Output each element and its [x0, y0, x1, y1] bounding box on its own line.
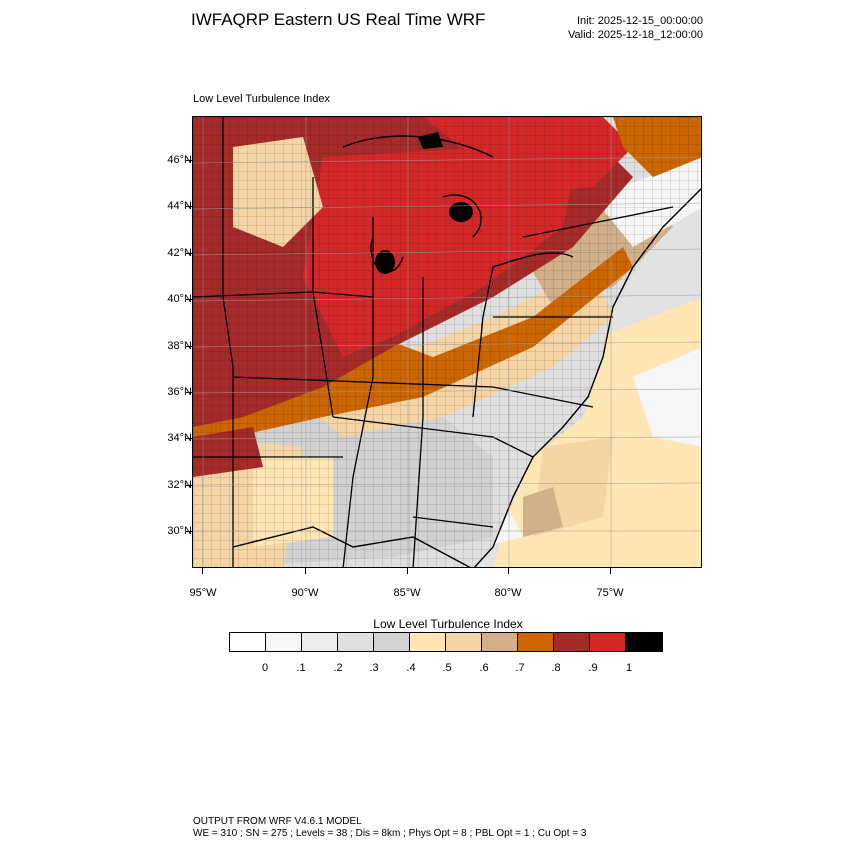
- colorbar-box: [446, 633, 482, 651]
- lat-tick: [186, 346, 192, 347]
- map-svg: [193, 117, 701, 567]
- colorbar-label: .4: [406, 662, 416, 674]
- colorbar-label: .9: [588, 662, 598, 674]
- lon-label: 90°W: [291, 587, 319, 599]
- lon-tick: [610, 568, 611, 574]
- colorbar-box: [482, 633, 518, 651]
- lon-label: 80°W: [494, 587, 522, 599]
- colorbar-label: .6: [479, 662, 489, 674]
- lat-tick: [186, 392, 192, 393]
- lat-label: 30°N: [167, 525, 192, 537]
- lat-tick: [186, 299, 192, 300]
- colorbar-box: [554, 633, 590, 651]
- model-info-line2: WE = 310 ; SN = 275 ; Levels = 38 ; Dis …: [193, 828, 587, 839]
- colorbar: [229, 632, 663, 652]
- colorbar-label: .1: [296, 662, 306, 674]
- colorbar-box: [410, 633, 446, 651]
- colorbar-box: [626, 633, 662, 651]
- colorbar-box: [338, 633, 374, 651]
- colorbar-label: .2: [333, 662, 343, 674]
- lon-label: 75°W: [596, 587, 624, 599]
- lat-label: 42°N: [167, 247, 192, 259]
- lat-tick: [186, 160, 192, 161]
- lon-label: 85°W: [393, 587, 421, 599]
- lon-tick: [508, 568, 509, 574]
- lat-label: 44°N: [167, 200, 192, 212]
- init-time: Init: 2025-12-15_00:00:00: [577, 15, 703, 27]
- model-info: OUTPUT FROM WRF V4.6.1 MODEL WE = 310 ; …: [193, 816, 586, 840]
- colorbar-label: .7: [515, 662, 525, 674]
- colorbar-label: .8: [551, 662, 561, 674]
- colorbar-title: Low Level Turbulence Index: [373, 617, 523, 631]
- colorbar-box: [374, 633, 410, 651]
- lat-label: 32°N: [167, 479, 192, 491]
- model-info-line1: OUTPUT FROM WRF V4.6.1 MODEL: [193, 816, 362, 827]
- colorbar-box: [518, 633, 554, 651]
- county-boundaries: [193, 117, 701, 567]
- turbulence-map: [192, 116, 702, 568]
- lon-label: 95°W: [189, 587, 217, 599]
- plot-title: IWFAQRP Eastern US Real Time WRF: [191, 10, 486, 29]
- colorbar-box: [302, 633, 338, 651]
- colorbar-box: [230, 633, 266, 651]
- lat-tick: [186, 253, 192, 254]
- lon-tick: [407, 568, 408, 574]
- graticule: [193, 117, 701, 567]
- lat-tick: [186, 531, 192, 532]
- lon-tick: [305, 568, 306, 574]
- colorbar-box: [590, 633, 626, 651]
- colorbar-label: 1: [625, 662, 633, 674]
- colorbar-label: .5: [442, 662, 452, 674]
- colorbar-label: 0: [261, 662, 269, 674]
- colorbar-label: .3: [369, 662, 379, 674]
- colorbar-box: [266, 633, 302, 651]
- lat-label: 34°N: [167, 432, 192, 444]
- lat-label: 36°N: [167, 386, 192, 398]
- valid-time: Valid: 2025-12-18_12:00:00: [568, 29, 703, 41]
- lat-label: 38°N: [167, 340, 192, 352]
- lat-label: 40°N: [167, 293, 192, 305]
- state-boundaries: [193, 117, 674, 567]
- lat-tick: [186, 485, 192, 486]
- lat-tick: [186, 438, 192, 439]
- lat-tick: [186, 206, 192, 207]
- lon-tick: [202, 568, 203, 574]
- lat-label: 46°N: [167, 154, 192, 166]
- map-subtitle: Low Level Turbulence Index: [193, 93, 330, 105]
- time-info: Init: 2025-12-15_00:00:00 Valid: 2025-12…: [568, 14, 703, 42]
